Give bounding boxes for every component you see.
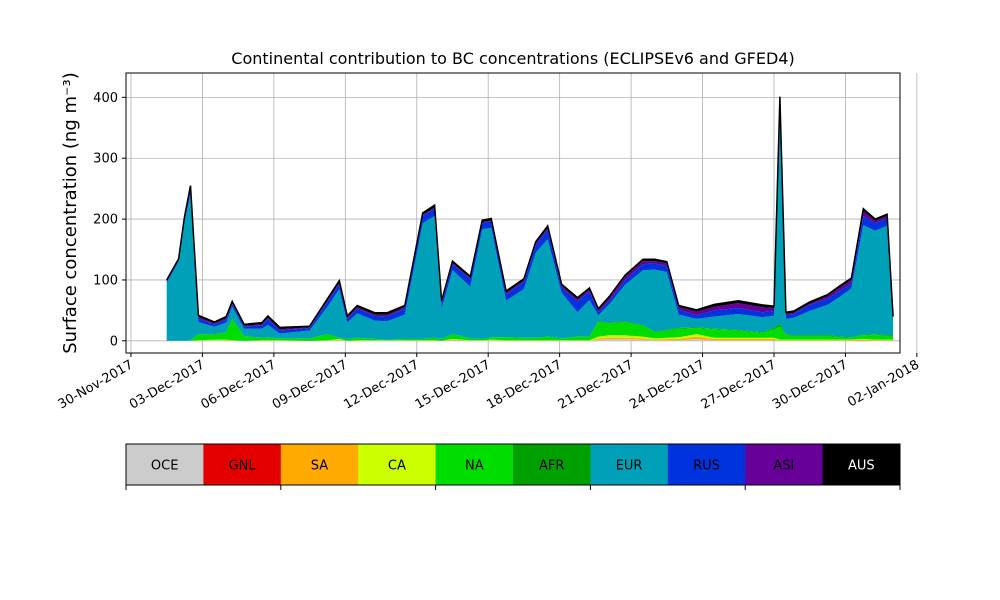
y-tick-label: 200 bbox=[93, 213, 118, 228]
legend-swatch-na bbox=[435, 444, 514, 485]
legend-swatch-rus bbox=[667, 444, 746, 485]
stacked-areas bbox=[166, 96, 894, 341]
total-outline bbox=[166, 96, 894, 329]
legend-label-oce: OCE bbox=[151, 459, 179, 474]
legend-swatch-asi bbox=[745, 444, 824, 485]
area-sa bbox=[166, 336, 894, 341]
legend-swatch-oce bbox=[126, 444, 204, 485]
legend-swatch-ca bbox=[358, 444, 437, 485]
y-tick-label: 0 bbox=[110, 334, 118, 349]
legend-label-eur: EUR bbox=[616, 459, 643, 474]
y-axis: 0 100 200 300 400 bbox=[93, 91, 126, 349]
legend-colorbar: OCE GNL SA CA NA AFR EUR RUS ASI AUS bbox=[125, 443, 901, 490]
legend-label-ca: CA bbox=[388, 459, 406, 474]
legend-label-rus: RUS bbox=[693, 459, 720, 474]
legend-frame bbox=[125, 443, 901, 486]
legend-label-na: NA bbox=[465, 459, 484, 474]
legend-label-sa: SA bbox=[311, 459, 328, 474]
legend-swatch-sa bbox=[280, 444, 359, 485]
area-na bbox=[166, 318, 894, 341]
y-tick-label: 300 bbox=[93, 152, 118, 167]
legend-swatch-gnl bbox=[203, 444, 282, 485]
legend-label-afr: AFR bbox=[539, 459, 564, 474]
legend-swatch-eur bbox=[590, 444, 669, 485]
legend-swatch-afr bbox=[513, 444, 591, 485]
area-eur bbox=[166, 110, 894, 341]
legend-swatch-aus bbox=[822, 444, 901, 485]
y-tick-label: 400 bbox=[93, 91, 118, 106]
y-axis-label: Surface concentration (ng m⁻³) bbox=[60, 72, 81, 354]
legend-label-aus: AUS bbox=[848, 459, 875, 474]
area-oce bbox=[166, 339, 894, 341]
plot-frame bbox=[125, 72, 901, 354]
area-ca bbox=[166, 334, 894, 341]
legend-label-asi: ASI bbox=[773, 459, 794, 474]
chart-title: Continental contribution to BC concentra… bbox=[231, 49, 794, 68]
legend-label-gnl: GNL bbox=[229, 459, 257, 474]
y-tick-label: 100 bbox=[93, 273, 118, 288]
